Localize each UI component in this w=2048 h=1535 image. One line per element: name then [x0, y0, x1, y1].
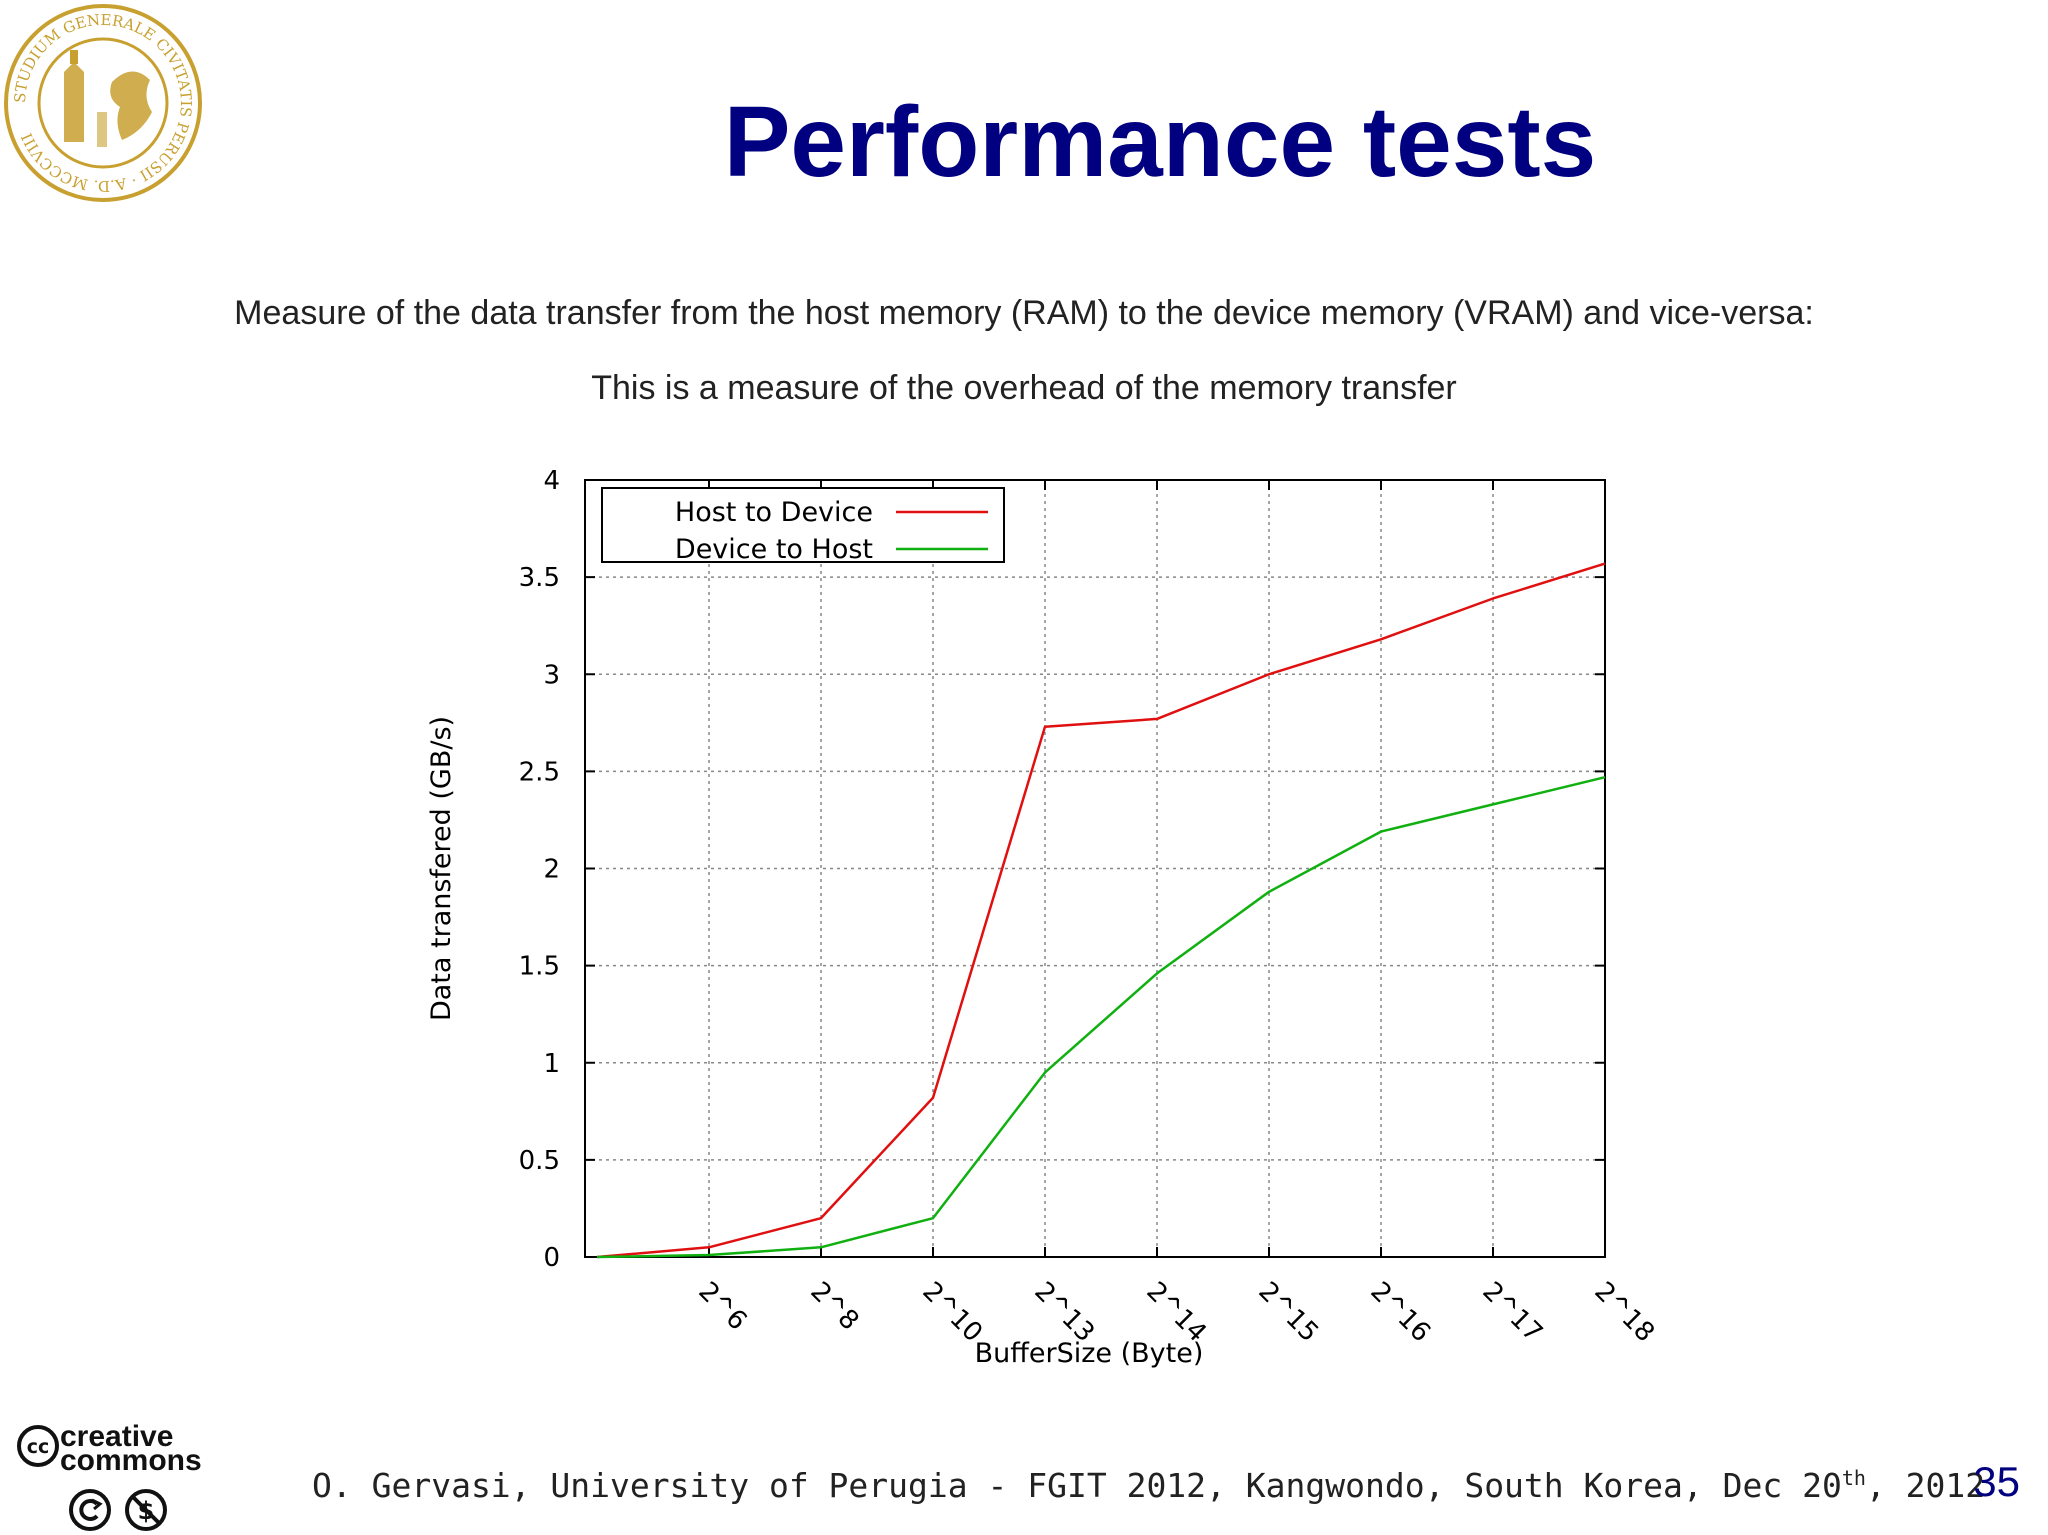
slide-subtitle-2: This is a measure of the overhead of the… — [591, 369, 1457, 407]
legend-label: Host to Device — [675, 497, 873, 528]
creative-commons-logo: cc creative commons $ — [17, 1422, 202, 1531]
x-axis-label: BufferSize (Byte) — [975, 1338, 1204, 1369]
y-tick-label: 0 — [543, 1243, 560, 1273]
y-tick-label: 3.5 — [519, 563, 560, 593]
chart-series — [596, 562, 1606, 1259]
y-axis-label: Data transfered (GB/s) — [426, 716, 457, 1021]
transfer-rate-line-chart: 00.511.522.533.542^6 2^8 2^10 2^13 2^14 2^15 2… — [426, 466, 1660, 1369]
cc-nc-icon: $ — [125, 1489, 167, 1531]
slide-footer: O. Gervasi, University of Perugia - FGIT… — [312, 1466, 1985, 1505]
axis-ticks: 00.511.522.533.542^6 2^8 2^10 2^13 2^14 2^15 2… — [519, 466, 1660, 1348]
footer-superscript: th — [1841, 1466, 1866, 1490]
x-tick-label: 2^16 — [1364, 1276, 1436, 1348]
x-tick-label: 2^8 — [804, 1276, 864, 1336]
cc-logo-text-creative: creative — [60, 1422, 173, 1453]
y-tick-label: 2.5 — [519, 757, 560, 787]
slide-title: Performance tests — [723, 86, 1597, 198]
y-tick-label: 1 — [543, 1049, 560, 1079]
footer-main-text: O. Gervasi, University of Perugia - FGIT… — [312, 1466, 1842, 1505]
x-tick-label: 2^6 — [692, 1276, 752, 1336]
y-tick-label: 0.5 — [519, 1146, 560, 1176]
x-tick-label: 2^17 — [1476, 1276, 1548, 1348]
x-tick-label: 2^15 — [1252, 1276, 1324, 1348]
series-line-0 — [596, 562, 1606, 1259]
series-line-1 — [596, 775, 1606, 1259]
x-tick-label: 2^18 — [1588, 1276, 1660, 1348]
page-number: 35 — [1973, 1458, 2020, 1505]
university-seal-logo: STUDIUM GENERALE CIVITATIS PERUSII · A.D… — [4, 4, 202, 202]
legend-label: Device to Host — [675, 534, 873, 565]
plot-frame — [584, 479, 1606, 1258]
y-tick-label: 4 — [543, 466, 560, 496]
chart-legend: Host to Device Device to Host — [601, 487, 1005, 565]
svg-text:cc: cc — [27, 1436, 50, 1458]
chart-grid — [585, 480, 1605, 1257]
y-tick-label: 3 — [543, 660, 560, 690]
y-tick-label: 2 — [543, 855, 560, 885]
cc-by-icon — [69, 1489, 111, 1531]
y-tick-label: 1.5 — [519, 952, 560, 982]
cc-logo-text-commons: commons — [60, 1444, 202, 1477]
slide-subtitle-1: Measure of the data transfer from the ho… — [234, 294, 1814, 332]
footer-tail-text: , 2012 — [1865, 1466, 1986, 1505]
